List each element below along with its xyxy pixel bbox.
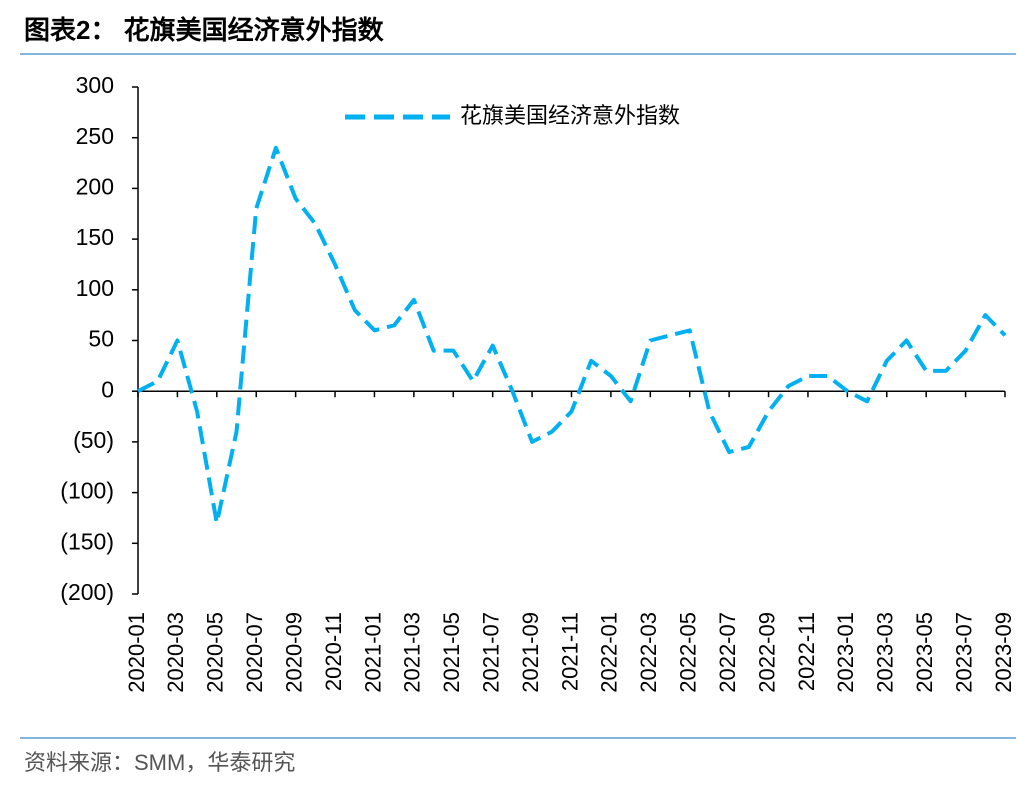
x-tick-label: 2020-11 [321,612,346,691]
x-tick-label: 2021-07 [478,612,503,693]
y-tick-label: 50 [88,326,114,352]
x-tick-label: 2020-03 [163,612,188,693]
x-tick-label: 2023-09 [991,612,1016,693]
x-tick-label: 2021-11 [557,612,582,691]
x-tick-label: 2023-03 [873,612,898,693]
x-tick-label: 2020-01 [124,612,149,693]
x-tick-label: 2020-05 [203,612,228,693]
x-tick-label: 2021-09 [518,612,543,693]
x-tick-label: 2022-05 [676,612,701,693]
x-tick-label: 2020-07 [242,612,267,693]
x-tick-label: 2023-01 [833,612,858,693]
y-tick-label: (150) [60,528,114,554]
x-tick-label: 2021-01 [360,612,385,693]
y-tick-label: 250 [76,123,114,149]
x-tick-label: 2022-03 [636,612,661,693]
legend-label: 花旗美国经济意外指数 [460,103,680,128]
x-tick-label: 2021-03 [400,612,425,693]
y-tick-label: 300 [76,72,114,98]
x-tick-label: 2021-05 [439,612,464,693]
x-tick-label: 2022-09 [754,612,779,693]
y-tick-label: (100) [60,478,114,504]
data-line [137,145,1007,525]
y-tick-label: (200) [60,579,114,605]
x-tick-label: 2023-05 [912,612,937,693]
y-tick-label: 200 [76,173,114,199]
x-tick-label: 2020-09 [281,612,306,693]
x-tick-label: 2022-11 [794,612,819,691]
y-tick-label: 150 [76,224,114,250]
y-tick-label: (50) [73,427,114,453]
chart-title: 图表2： 花旗美国经济意外指数 [24,15,385,45]
x-tick-label: 2023-07 [951,612,976,693]
y-tick-label: 0 [101,376,114,402]
x-tick-label: 2022-07 [715,612,740,693]
y-tick-label: 100 [76,275,114,301]
x-tick-label: 2022-01 [597,612,622,693]
source: 资料来源：SMM，华泰研究 [24,750,295,775]
